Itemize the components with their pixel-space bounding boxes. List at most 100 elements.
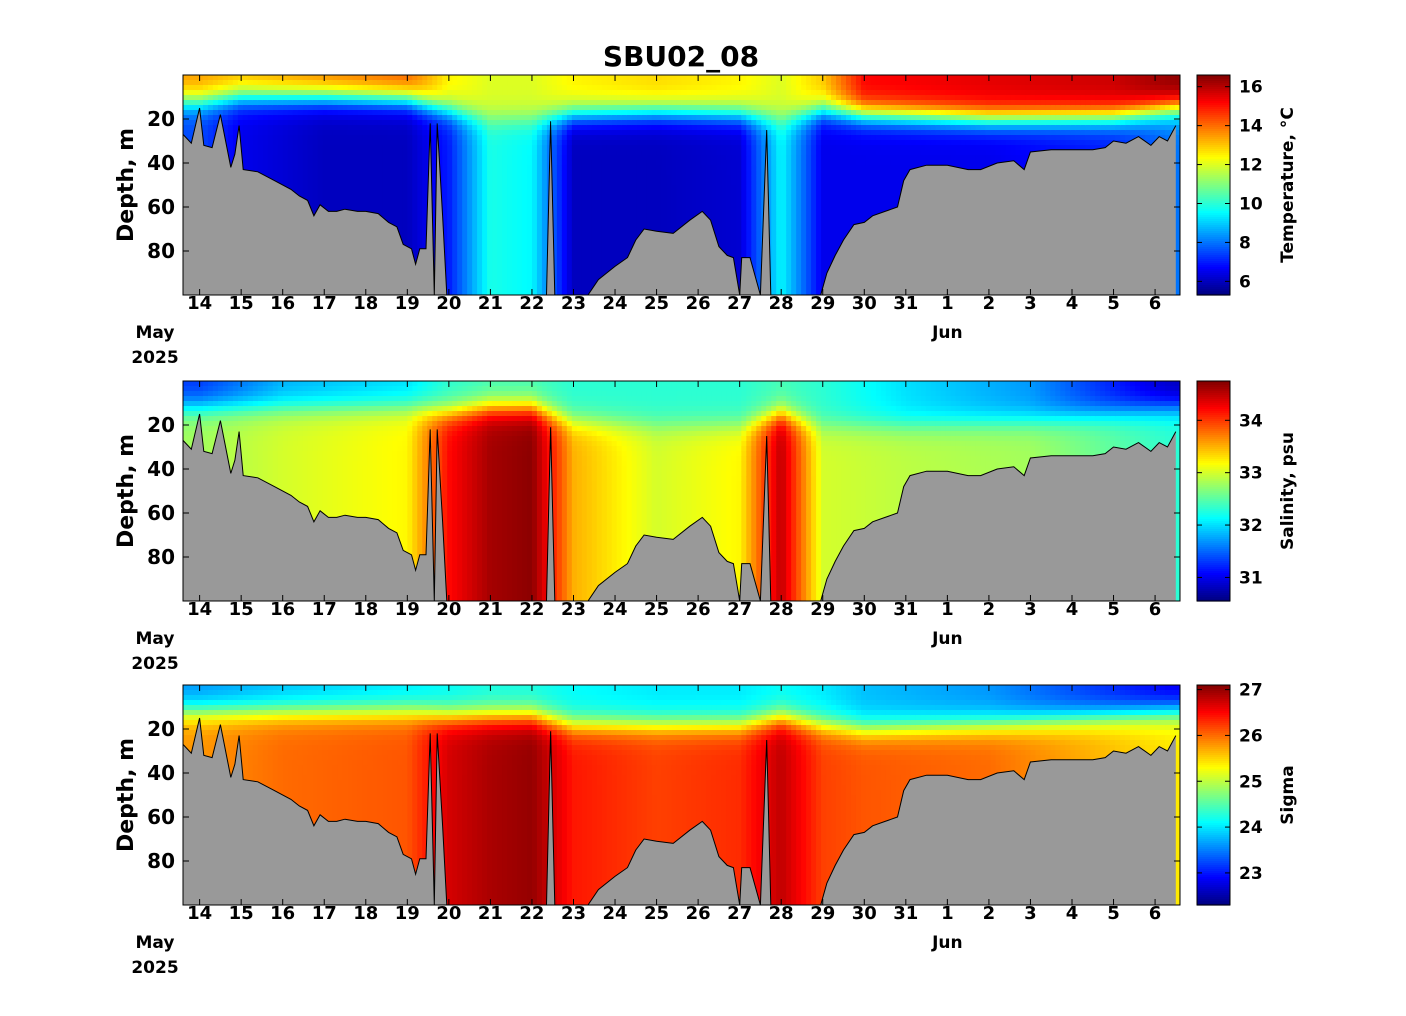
heatmap-cell [327,165,334,171]
heatmap-cell [267,115,274,121]
heatmap-cell [312,195,319,201]
heatmap-cell [621,75,628,81]
heatmap-cell [467,95,473,101]
heatmap-cell [581,175,588,181]
heatmap-cell [267,165,274,171]
heatmap-cell [616,160,623,166]
heatmap-cell [556,195,563,201]
heatmap-cell [287,150,294,156]
heatmap-cell [741,160,747,166]
heatmap-cell [482,105,488,111]
heatmap-cell [566,275,573,281]
heatmap-cell [701,185,708,191]
heatmap-cell [312,175,319,181]
heatmap-cell [402,180,408,186]
heatmap-cell [521,165,528,171]
heatmap-cell [462,175,468,181]
heatmap-cell [417,90,423,96]
heatmap-cell [252,135,259,141]
heatmap-cell [477,245,483,251]
heatmap-cell [397,145,403,151]
heatmap-cell [596,155,603,161]
heatmap-cell [397,205,403,211]
heatmap-cell [517,95,523,101]
heatmap-cell [387,100,393,106]
heatmap-cell [541,215,548,221]
heatmap-cell [646,150,653,156]
heatmap-cell [347,170,354,176]
heatmap-cell [536,220,543,226]
heatmap-cell [626,115,633,121]
heatmap-cell [437,135,443,141]
heatmap-cell [462,260,468,266]
heatmap-cell [517,80,523,86]
heatmap-cell [432,110,438,116]
heatmap-cell [686,135,693,141]
heatmap-cell [666,225,673,231]
heatmap-cell [736,235,742,241]
heatmap-cell [541,275,548,281]
heatmap-cell [387,75,393,81]
heatmap-cell [437,80,443,86]
heatmap-cell [611,170,618,176]
heatmap-cell [666,140,673,146]
heatmap-cell [482,140,488,146]
heatmap-cell [222,135,229,141]
heatmap-cell [651,205,658,211]
heatmap-cell [581,245,588,251]
heatmap-cell [721,160,727,166]
heatmap-cell [427,75,433,81]
heatmap-cell [666,90,673,96]
heatmap-cell [646,210,653,216]
heatmap-cell [487,235,493,241]
heatmap-cell [332,150,339,156]
heatmap-cell [536,135,543,141]
heatmap-cell [332,125,339,131]
heatmap-cell [631,140,638,146]
heatmap-cell [601,80,608,86]
heatmap-cell [591,125,598,131]
heatmap-cell [292,85,299,91]
heatmap-cell [357,135,364,141]
heatmap-cell [487,245,493,251]
heatmap-cell [232,90,239,96]
heatmap-cell [447,280,453,286]
heatmap-cell [457,225,463,231]
heatmap-cell [521,150,528,156]
heatmap-cell [606,230,613,236]
heatmap-cell [512,240,518,246]
heatmap-cell [282,165,289,171]
heatmap-cell [671,155,678,161]
heatmap-cell [541,195,548,201]
heatmap-cell [546,105,553,111]
heatmap-cell [217,100,224,106]
heatmap-cell [467,260,473,266]
heatmap-cell [392,190,398,196]
heatmap-cell [207,120,214,126]
heatmap-cell [387,195,393,201]
heatmap-cell [417,145,423,151]
heatmap-cell [631,135,638,141]
heatmap-cell [302,150,309,156]
heatmap-cell [536,100,543,106]
heatmap-cell [362,175,369,181]
heatmap-cell [626,180,633,186]
heatmap-cell [512,255,518,261]
heatmap-cell [422,125,428,131]
heatmap-cell [197,80,204,86]
heatmap-cell [517,265,523,271]
heatmap-cell [232,140,239,146]
heatmap-cell [741,110,747,116]
heatmap-cell [342,170,349,176]
heatmap-cell [626,145,633,151]
heatmap-cell [517,205,523,211]
heatmap-cell [487,275,493,281]
heatmap-cell [502,120,508,126]
heatmap-cell [536,225,543,231]
heatmap-cell [646,225,653,231]
heatmap-cell [367,85,374,91]
heatmap-cell [561,135,568,141]
heatmap-cell [422,140,428,146]
heatmap-cell [322,105,329,111]
heatmap-cell [337,165,344,171]
